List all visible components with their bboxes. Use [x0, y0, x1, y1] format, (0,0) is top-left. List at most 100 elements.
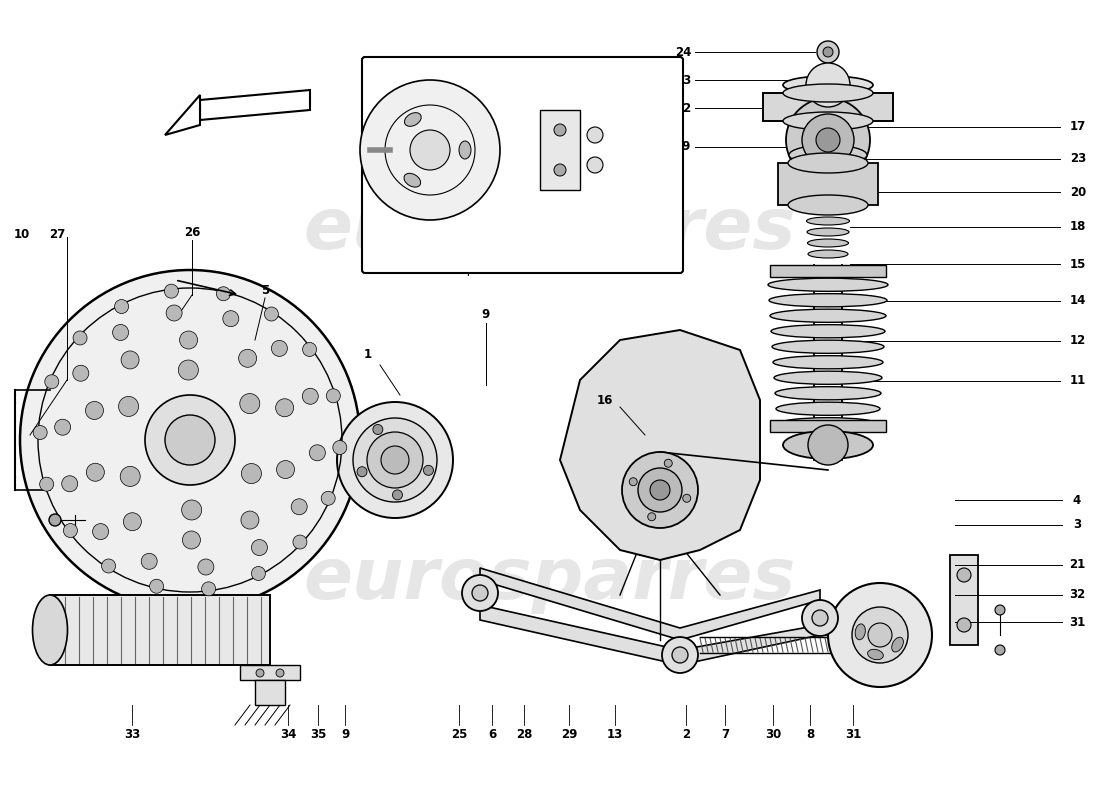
- Circle shape: [823, 47, 833, 57]
- Circle shape: [996, 605, 1005, 615]
- Circle shape: [292, 498, 307, 514]
- Ellipse shape: [783, 431, 873, 459]
- Text: 32: 32: [1069, 589, 1085, 602]
- Circle shape: [327, 389, 340, 403]
- Circle shape: [353, 418, 437, 502]
- Text: 5: 5: [261, 283, 270, 297]
- Text: eurosparres: eurosparres: [304, 195, 796, 265]
- Text: 33: 33: [124, 729, 140, 742]
- Bar: [763, 93, 893, 121]
- Circle shape: [252, 566, 265, 581]
- Polygon shape: [560, 330, 760, 560]
- Text: 1: 1: [364, 349, 372, 362]
- Circle shape: [276, 398, 294, 417]
- Text: 18: 18: [1070, 221, 1086, 234]
- Circle shape: [996, 645, 1005, 655]
- Text: 31: 31: [845, 729, 861, 742]
- Circle shape: [33, 426, 47, 439]
- Circle shape: [276, 669, 284, 677]
- Circle shape: [786, 98, 870, 182]
- Text: Vedi Tav. 39: Vedi Tav. 39: [516, 223, 594, 237]
- Ellipse shape: [806, 206, 850, 214]
- Text: 8: 8: [806, 729, 814, 742]
- Text: 37: 37: [497, 238, 513, 251]
- Ellipse shape: [789, 145, 867, 165]
- Bar: [240, 665, 300, 680]
- Ellipse shape: [768, 278, 888, 291]
- Circle shape: [868, 623, 892, 647]
- Ellipse shape: [771, 325, 886, 338]
- Circle shape: [381, 446, 409, 474]
- Circle shape: [164, 284, 178, 298]
- Circle shape: [73, 366, 89, 382]
- Bar: [540, 110, 580, 190]
- Text: 23: 23: [1070, 153, 1086, 166]
- Circle shape: [119, 397, 139, 417]
- Text: 9: 9: [482, 309, 491, 322]
- Circle shape: [223, 310, 239, 326]
- Ellipse shape: [774, 371, 882, 384]
- Text: 20: 20: [1070, 186, 1086, 198]
- Circle shape: [150, 579, 164, 594]
- Circle shape: [806, 63, 850, 107]
- Text: 12: 12: [1070, 334, 1086, 347]
- Circle shape: [802, 114, 854, 166]
- Circle shape: [309, 445, 326, 461]
- Circle shape: [165, 415, 214, 465]
- Circle shape: [182, 500, 201, 520]
- Circle shape: [272, 340, 287, 356]
- Ellipse shape: [783, 76, 873, 94]
- Circle shape: [683, 494, 691, 502]
- Text: 9: 9: [341, 729, 349, 742]
- Ellipse shape: [777, 418, 879, 431]
- Ellipse shape: [773, 356, 883, 369]
- Bar: [255, 680, 285, 705]
- Circle shape: [145, 395, 235, 485]
- FancyBboxPatch shape: [362, 57, 683, 273]
- Circle shape: [198, 559, 213, 575]
- Text: 10: 10: [14, 229, 30, 242]
- Text: 28: 28: [516, 729, 532, 742]
- Bar: [50, 595, 270, 665]
- Circle shape: [358, 466, 367, 477]
- Circle shape: [957, 618, 971, 632]
- Ellipse shape: [459, 141, 471, 159]
- Circle shape: [141, 554, 157, 570]
- Circle shape: [302, 342, 317, 357]
- Text: 16: 16: [597, 394, 613, 406]
- Circle shape: [957, 568, 971, 582]
- Ellipse shape: [770, 309, 886, 322]
- Text: 7: 7: [720, 729, 729, 742]
- Circle shape: [183, 531, 200, 549]
- Circle shape: [302, 388, 318, 404]
- Ellipse shape: [788, 195, 868, 215]
- Text: 2: 2: [682, 729, 690, 742]
- Text: 23: 23: [675, 74, 691, 86]
- Circle shape: [672, 647, 688, 663]
- Text: 17: 17: [1070, 121, 1086, 134]
- Ellipse shape: [807, 228, 849, 236]
- Circle shape: [424, 466, 433, 475]
- Circle shape: [360, 80, 500, 220]
- Ellipse shape: [405, 113, 421, 126]
- Circle shape: [101, 559, 116, 573]
- Ellipse shape: [33, 595, 67, 665]
- Text: 13: 13: [607, 729, 623, 742]
- Text: 27: 27: [48, 229, 65, 242]
- Text: See Table 39: See Table 39: [513, 243, 597, 257]
- Circle shape: [393, 490, 403, 500]
- Circle shape: [621, 452, 698, 528]
- Circle shape: [112, 325, 129, 341]
- Text: 15: 15: [1070, 258, 1086, 270]
- Polygon shape: [165, 95, 200, 135]
- Text: 25: 25: [451, 729, 468, 742]
- Circle shape: [201, 582, 216, 596]
- Ellipse shape: [855, 624, 866, 640]
- Circle shape: [321, 491, 336, 506]
- Circle shape: [86, 402, 103, 419]
- Circle shape: [367, 432, 424, 488]
- Circle shape: [587, 127, 603, 143]
- Ellipse shape: [807, 239, 848, 247]
- Text: Vale per ABS - Valid for ABS: Vale per ABS - Valid for ABS: [439, 263, 602, 277]
- Text: 22: 22: [675, 102, 691, 114]
